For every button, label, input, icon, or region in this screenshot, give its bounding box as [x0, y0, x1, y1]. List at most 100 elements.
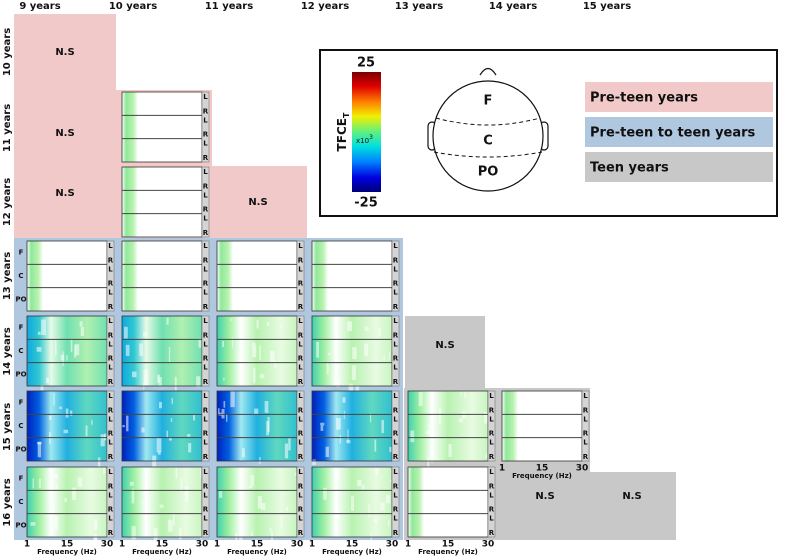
heatmap-texture [59, 406, 62, 410]
heatmap-texture [357, 479, 362, 486]
hemisphere-label: L [393, 468, 398, 476]
heatmap-texture [347, 429, 349, 443]
heatmap-texture [348, 383, 354, 392]
hemisphere-label: R [298, 482, 304, 490]
heatmap-texture [64, 497, 68, 502]
hemisphere-label: R [298, 406, 304, 414]
column-header: 11 years [205, 1, 253, 12]
heatmap [217, 391, 297, 461]
heatmap-texture [250, 475, 254, 487]
hemisphere-label: L [583, 439, 588, 447]
hemisphere-label: R [298, 529, 304, 537]
column-header: 14 years [489, 1, 537, 12]
hemisphere-strip [201, 91, 210, 163]
hemisphere-label: R [108, 256, 114, 264]
heatmap-texture [193, 415, 196, 421]
hemisphere-label: L [203, 191, 208, 199]
hemisphere-label: R [393, 406, 399, 414]
heatmap-texture [141, 427, 145, 433]
heatmap-texture [223, 401, 226, 408]
heatmap-texture [388, 519, 390, 527]
heatmap-texture [364, 326, 369, 332]
hemisphere-label: L [108, 317, 113, 325]
heatmap-texture [448, 444, 452, 457]
row-header: 14 years [2, 327, 13, 375]
heatmap-texture [60, 354, 65, 361]
freq-axis-label: Frequency (Hz) [512, 472, 572, 480]
hemisphere-label: R [203, 206, 209, 214]
heatmap-texture [63, 429, 69, 434]
colorbar-title-sub: T [342, 112, 351, 118]
heatmap-texture [374, 439, 377, 452]
heatmap-texture [285, 506, 289, 512]
freq-tick-label: 30 [386, 540, 399, 550]
heatmap-texture [143, 382, 145, 390]
heatmap-texture [100, 434, 105, 447]
hemisphere-strip [106, 315, 115, 387]
heatmap-texture [347, 321, 353, 332]
freq-tick-label: 30 [576, 464, 589, 474]
heatmap-texture [334, 470, 339, 480]
hemisphere-label: L [393, 415, 398, 423]
heatmap-texture [230, 318, 232, 321]
freq-tick-label: 1 [309, 540, 315, 550]
heatmap-texture [79, 321, 83, 327]
heatmap [312, 241, 392, 311]
hemisphere-label: L [489, 468, 494, 476]
hemisphere-label: L [203, 168, 208, 176]
heatmap [122, 467, 202, 537]
hemisphere-label: R [203, 107, 209, 115]
heatmap-texture [271, 532, 273, 545]
hemisphere-label: R [393, 482, 399, 490]
region-label: C [18, 498, 23, 506]
heatmap-texture [280, 515, 283, 528]
hemisphere-label: R [108, 506, 114, 514]
teen-bg [405, 316, 485, 388]
heatmap-texture [458, 418, 464, 423]
region-label: F [19, 249, 24, 257]
hemisphere-label: R [583, 406, 589, 414]
hemisphere-label: L [108, 364, 113, 372]
freq-axis-label: Frequency (Hz) [132, 548, 192, 556]
hemisphere-label: L [393, 289, 398, 297]
hemisphere-label: R [203, 378, 209, 386]
colorbar [352, 72, 381, 192]
hemisphere-label: R [393, 506, 399, 514]
hemisphere-label: R [108, 280, 114, 288]
hemisphere-strip [391, 466, 400, 538]
ns-label: N.S [55, 47, 74, 58]
heatmap-texture [418, 391, 423, 407]
hemisphere-label: L [298, 392, 303, 400]
hemisphere-label: L [203, 392, 208, 400]
freq-tick-label: 1 [405, 540, 411, 550]
heatmap-texture [66, 355, 68, 361]
legend-label: Teen years [590, 161, 669, 176]
heatmap-texture [53, 502, 55, 514]
heatmap-texture [252, 342, 256, 358]
ns-label: N.S [248, 197, 267, 208]
heatmap-texture [65, 408, 69, 418]
hemisphere-label: R [108, 529, 114, 537]
hemisphere-label: L [203, 415, 208, 423]
column-header: 12 years [301, 1, 349, 12]
hemisphere-label: L [298, 439, 303, 447]
heatmap-texture [335, 510, 339, 520]
heatmap-texture [426, 430, 430, 435]
heatmap-texture [85, 425, 88, 437]
heatmap-texture [74, 344, 77, 358]
hemisphere-strip [201, 166, 210, 238]
heatmap-texture [37, 331, 41, 335]
heatmap-texture [125, 344, 130, 356]
heatmap-texture [259, 374, 265, 379]
freq-tick-label: 30 [101, 540, 114, 550]
hemisphere-label: L [393, 392, 398, 400]
hemisphere-label: R [108, 303, 114, 311]
heatmap-texture [257, 495, 262, 509]
heatmap-texture [132, 371, 137, 378]
heatmap-texture [230, 391, 235, 408]
heatmap-texture [103, 433, 107, 441]
hemisphere-strip [201, 466, 210, 538]
hemisphere-label: R [203, 303, 209, 311]
heatmap-texture [159, 401, 162, 409]
heatmap-texture [139, 343, 143, 356]
